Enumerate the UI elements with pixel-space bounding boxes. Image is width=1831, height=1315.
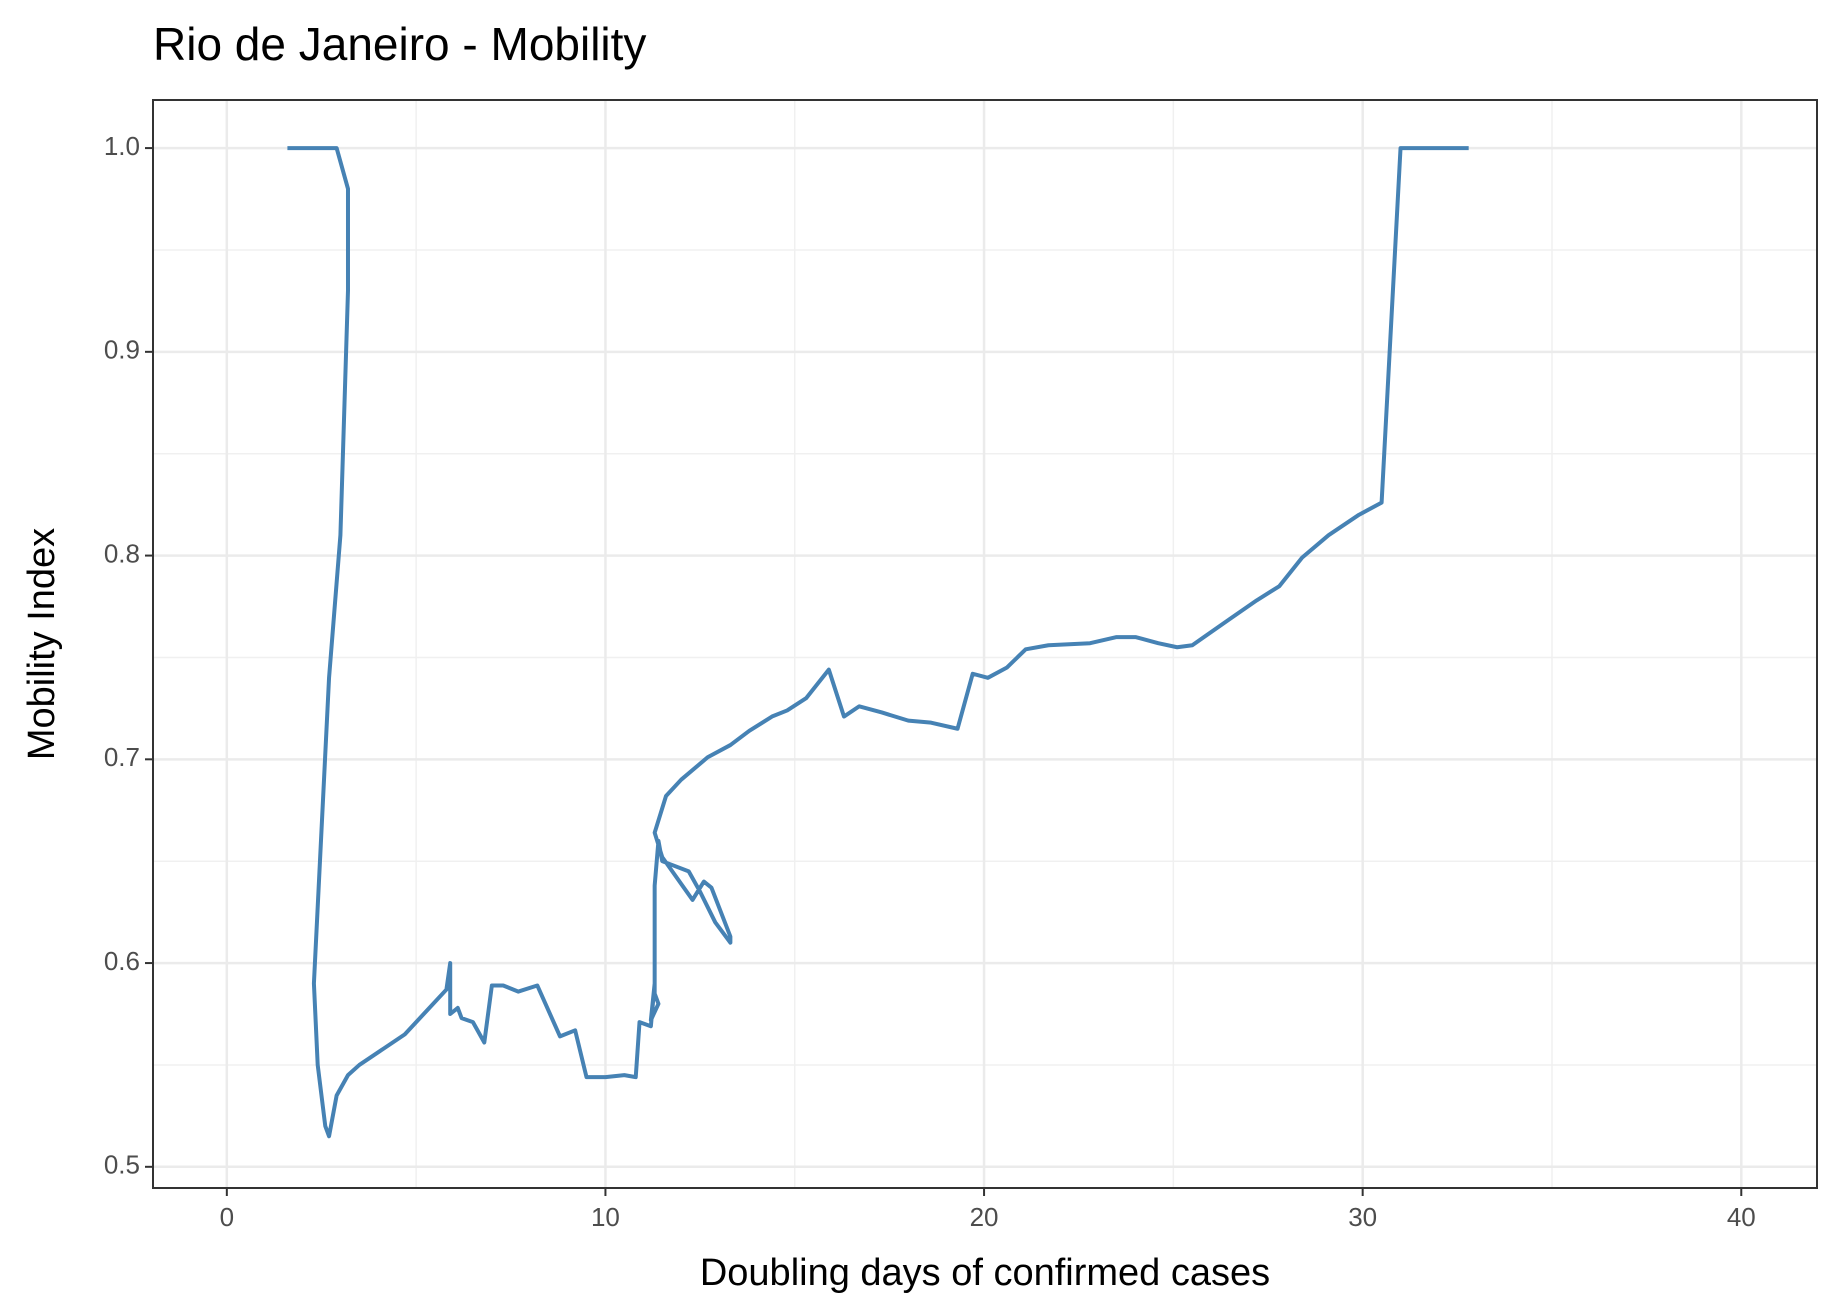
- x-tick-label: 30: [1348, 1202, 1377, 1232]
- y-tick-label: 0.7: [104, 742, 140, 772]
- chart-title: Rio de Janeiro - Mobility: [153, 18, 646, 70]
- x-tick-label: 20: [970, 1202, 999, 1232]
- x-tick-label: 10: [591, 1202, 620, 1232]
- x-tick-label: 0: [220, 1202, 234, 1232]
- y-tick-label: 0.5: [104, 1150, 140, 1180]
- y-tick-label: 1.0: [104, 131, 140, 161]
- y-tick-label: 0.6: [104, 946, 140, 976]
- line: [287, 146, 1469, 1139]
- x-tick-label: 40: [1727, 1202, 1756, 1232]
- y-tick-label: 0.9: [104, 335, 140, 365]
- y-axis-title: Mobility Index: [21, 528, 63, 760]
- y-tick-label: 0.8: [104, 538, 140, 568]
- panel-border: [152, 99, 1818, 1189]
- x-axis-title: Doubling days of confirmed cases: [700, 1252, 1270, 1294]
